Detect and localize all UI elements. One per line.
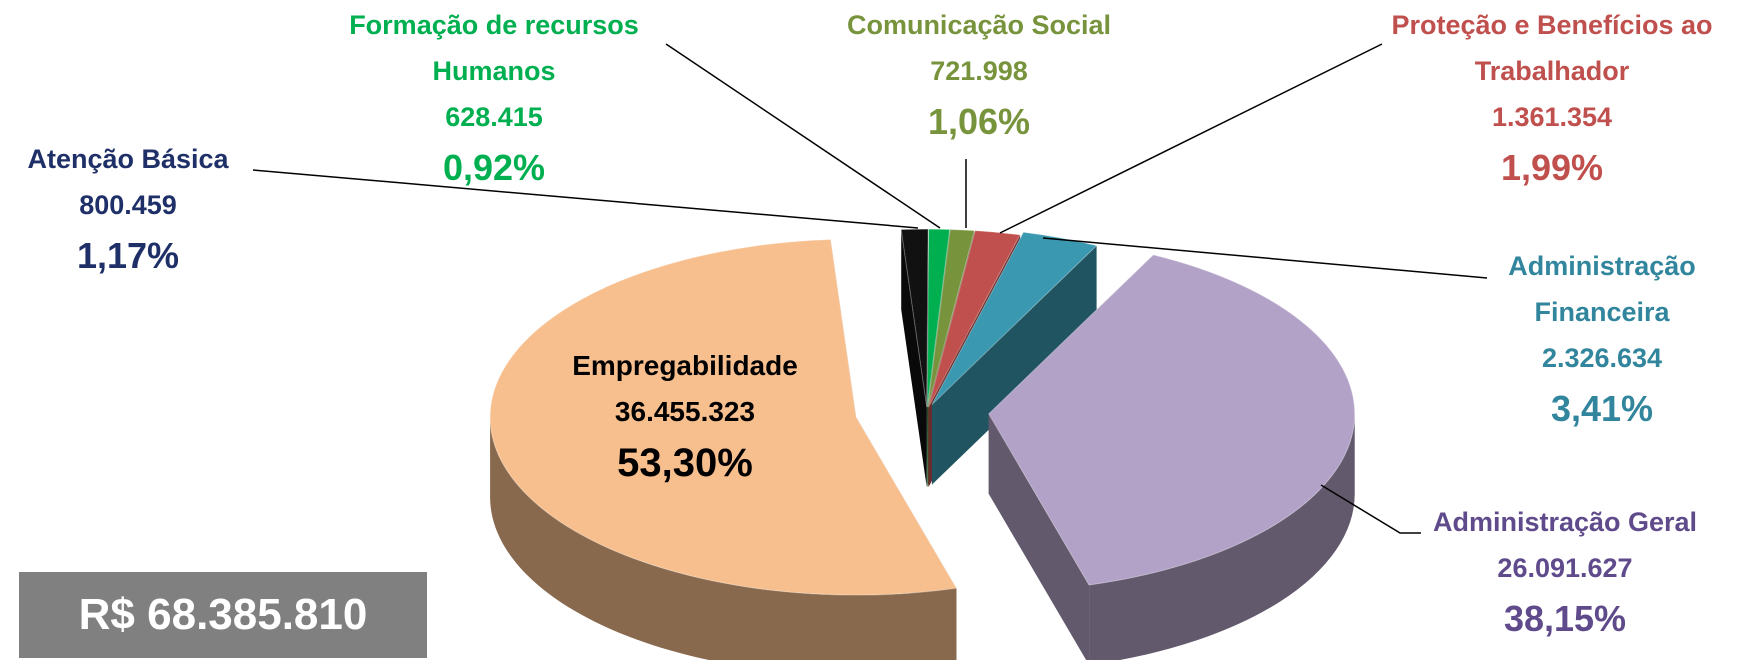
- value-label: 800.459: [79, 190, 177, 220]
- category: Administração Geral: [1432, 507, 1698, 537]
- slice-label: Formação de recursos Humanos 628.415 0,92%: [329, 2, 659, 196]
- percent-label: 3,41%: [1550, 388, 1654, 429]
- category: Empregabilidade: [572, 350, 798, 381]
- slice-label: Atenção Básica 800.459 1,17%: [18, 136, 238, 284]
- total-label: R$ 68.385.810: [19, 572, 427, 658]
- slice: [928, 230, 1021, 408]
- slice: [900, 228, 929, 408]
- value-label: 36.455.323: [614, 396, 756, 427]
- slice-label: Empregabilidade 36.455.323 53,30%: [535, 343, 835, 491]
- leader-line: [252, 169, 919, 229]
- percent-label: 38,15%: [1503, 598, 1627, 639]
- percent-label: 1,99%: [1500, 147, 1604, 188]
- slice-wall: [901, 229, 927, 488]
- percent-label: 0,92%: [442, 147, 546, 188]
- slice: [927, 228, 976, 408]
- value-label: 628.415: [445, 102, 543, 132]
- slice: [931, 231, 1098, 405]
- percent-label: 1,06%: [927, 101, 1031, 142]
- value-label: 26.091.627: [1497, 553, 1633, 583]
- category: Atenção Básica: [27, 144, 229, 174]
- slice-wall: [931, 245, 1097, 485]
- slice-label: Administração Geral 26.091.627 38,15%: [1400, 499, 1730, 647]
- percent-label: 1,17%: [76, 235, 180, 276]
- slice-side: [490, 417, 957, 660]
- slice-label: Proteção e Benefícios ao Trabalhador 1.36…: [1387, 2, 1717, 196]
- slice: [988, 254, 1356, 586]
- slice-label: Comunicação Social 721.998 1,06%: [814, 2, 1144, 150]
- category: Proteção e Benefícios ao Trabalhador: [1391, 10, 1713, 86]
- percent-label: 53,30%: [617, 441, 753, 485]
- category: Comunicação Social: [846, 10, 1112, 40]
- slice-side: [1089, 413, 1355, 660]
- slice: [926, 228, 951, 408]
- value-label: 2.326.634: [1541, 343, 1663, 373]
- category: Formação de recursos Humanos: [349, 10, 639, 86]
- leader-line: [999, 43, 1383, 234]
- slice-label: Administração Financeira 2.326.634 3,41%: [1482, 243, 1722, 437]
- slice-wall: [926, 229, 929, 488]
- slice: [489, 238, 958, 596]
- leader-line: [665, 43, 941, 229]
- slice-wall: [988, 413, 1090, 660]
- category: Administração Financeira: [1508, 251, 1696, 327]
- leader-line: [1320, 484, 1421, 534]
- value-label: 1.361.354: [1491, 102, 1613, 132]
- leader-line: [1042, 237, 1488, 279]
- value-label: 721.998: [930, 56, 1028, 86]
